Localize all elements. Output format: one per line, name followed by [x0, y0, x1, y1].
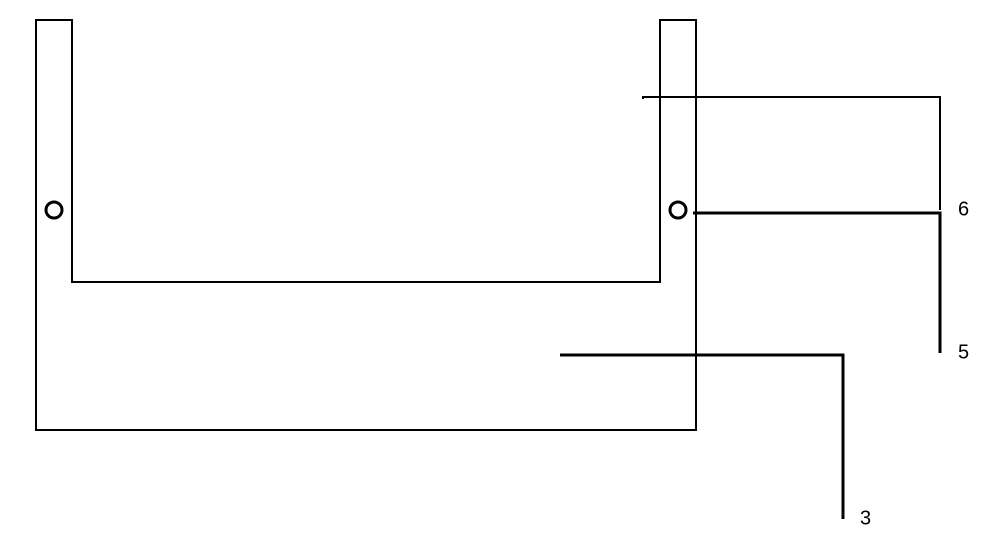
leader-l6	[643, 97, 940, 210]
leader-l3	[560, 355, 843, 519]
u-shape-diagram: 6 5 3	[0, 0, 1000, 535]
label-l5: 5	[958, 341, 969, 363]
label-l6: 6	[958, 198, 969, 220]
leader-l5	[693, 213, 940, 353]
right-hole	[670, 202, 686, 218]
u-shape-body	[36, 20, 696, 430]
left-hole	[46, 202, 62, 218]
label-l3: 3	[860, 507, 871, 529]
